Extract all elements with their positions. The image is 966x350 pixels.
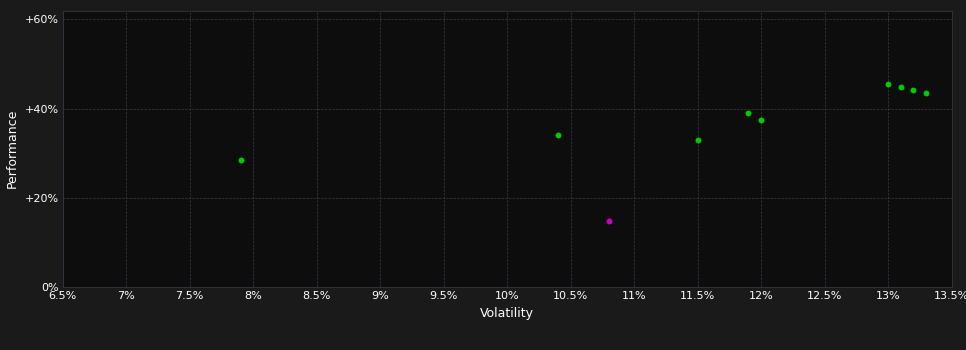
Point <box>893 84 908 90</box>
Point <box>753 117 769 122</box>
Point <box>919 90 934 96</box>
Point <box>233 157 248 163</box>
Point <box>880 81 895 87</box>
Point <box>741 110 756 116</box>
Point <box>906 87 922 93</box>
X-axis label: Volatility: Volatility <box>480 307 534 320</box>
Y-axis label: Performance: Performance <box>6 109 19 188</box>
Point <box>551 133 566 138</box>
Point <box>690 137 705 143</box>
Point <box>601 218 616 224</box>
